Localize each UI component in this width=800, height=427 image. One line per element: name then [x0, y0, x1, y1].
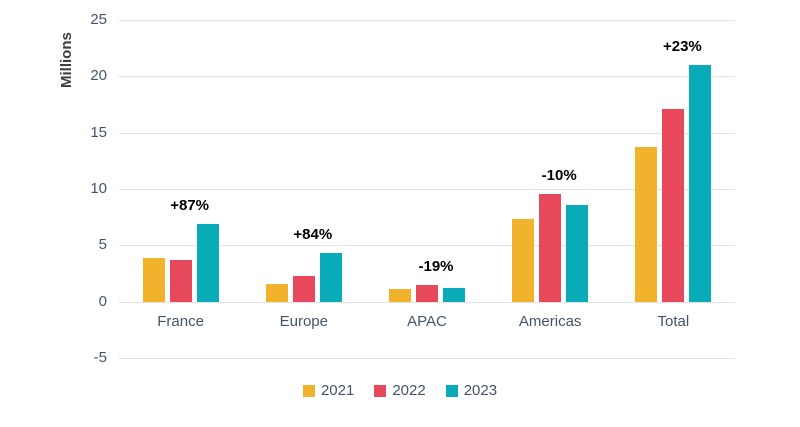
bar-2021-total	[635, 147, 658, 302]
category-label-france: France	[157, 312, 204, 330]
annotation-apac: -19%	[418, 257, 454, 275]
y-tick-label-15: 15	[90, 123, 107, 141]
bar-2021-apac	[389, 289, 411, 302]
annotation-france: +87%	[170, 196, 209, 214]
legend-item-2022: 2022	[374, 382, 426, 399]
category-label-americas: Americas	[518, 312, 582, 330]
gridline-5	[119, 245, 735, 247]
category-label-europe: Europe	[279, 312, 328, 330]
legend-swatch-2022	[374, 384, 387, 397]
legend-item-2021: 2021	[302, 382, 355, 399]
y-tick-label-10: 10	[90, 180, 107, 197]
gridline--5	[119, 358, 735, 359]
gridline-15	[119, 132, 735, 134]
bar-2021-europe	[265, 283, 288, 302]
gridline-25	[119, 20, 735, 21]
bar-2022-americas	[539, 193, 562, 302]
category-label-total: Total	[657, 312, 690, 330]
y-tick-label-20: 20	[90, 67, 107, 85]
legend-label-2021: 2021	[320, 382, 355, 399]
bar-2023-apac	[443, 288, 465, 302]
bar-2023-france	[196, 223, 219, 302]
category-label-apac: APAC	[407, 312, 447, 330]
annotation-americas: -10%	[541, 166, 577, 184]
legend-swatch-2021	[302, 384, 315, 397]
bar-2021-americas	[512, 219, 535, 302]
y-tick-label-25: 25	[90, 11, 107, 28]
gridline-20	[119, 76, 735, 78]
annotation-europe: +84%	[293, 226, 333, 244]
legend-item-2023: 2023	[445, 382, 498, 399]
legend-label-2023: 2023	[463, 382, 498, 399]
bar-2021-france	[142, 257, 165, 302]
y-tick-label--5: -5	[93, 349, 107, 366]
bar-2022-europe	[292, 275, 315, 302]
y-tick-label-0: 0	[98, 292, 107, 310]
legend-label-2022: 2022	[392, 382, 426, 399]
gridline-0	[119, 301, 735, 303]
bar-2023-americas	[566, 204, 589, 302]
legend: 2021 2022 2023	[0, 382, 800, 399]
annotation-total: +23%	[662, 38, 702, 56]
bar-2022-apac	[416, 284, 438, 302]
bar-2022-total	[662, 109, 685, 302]
y-tick-label-5: 5	[98, 236, 107, 254]
bar-2023-europe	[319, 253, 342, 302]
legend-swatch-2023	[445, 384, 458, 397]
bar-2022-france	[169, 260, 192, 302]
bar-2023-total	[689, 65, 712, 302]
gridline-10	[119, 189, 735, 190]
plot-area: +87% +84% -19% -10% +23%	[119, 20, 735, 359]
